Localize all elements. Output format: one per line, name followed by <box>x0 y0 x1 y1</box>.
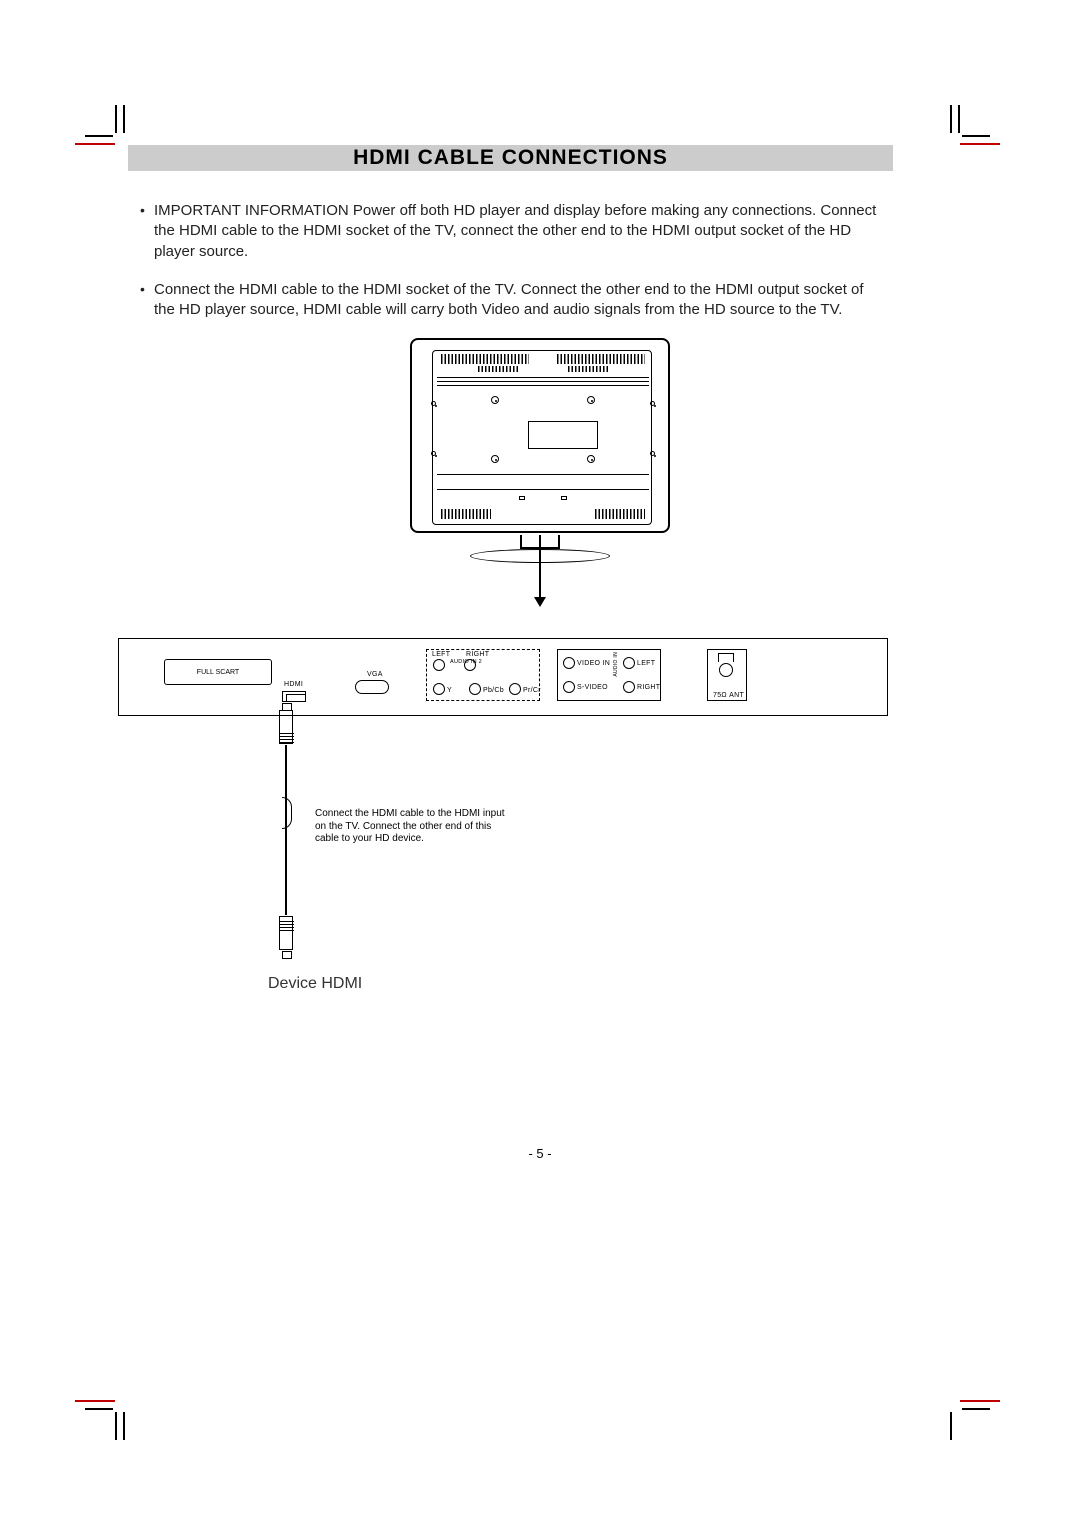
port-audioin-side-label: AUDIO IN <box>613 652 619 677</box>
bullet-1: IMPORTANT INFORMATION Power off both HD … <box>140 201 880 262</box>
section-title-bar: HDMI CABLE CONNECTIONS <box>128 145 893 171</box>
section-title: HDMI CABLE CONNECTIONS <box>353 146 668 170</box>
audio-right-label: RIGHT <box>466 651 489 658</box>
port-av-left-label: LEFT <box>637 660 655 667</box>
page-content: HDMI CABLE CONNECTIONS IMPORTANT INFORMA… <box>110 80 970 1161</box>
port-vga-label: VGA <box>367 671 383 678</box>
hdmi-plug-bottom <box>279 916 293 950</box>
tv-rear-diagram <box>400 338 680 618</box>
port-pb-label: Pb/Cb <box>483 687 504 694</box>
page-number: - 5 - <box>110 1146 970 1161</box>
crop-mark-bl <box>85 1395 130 1440</box>
port-group-av <box>557 649 661 701</box>
arrow-down-icon <box>539 535 541 597</box>
hdmi-plug-top <box>279 710 293 744</box>
audio-in2-label: AUDIO IN 2 <box>450 660 482 666</box>
port-av-right-label: RIGHT <box>637 684 660 691</box>
cable-instruction-note: Connect the HDMI cable to the HDMI input… <box>315 808 510 846</box>
port-vga <box>355 680 389 694</box>
cable-bend-icon <box>282 797 292 829</box>
device-hdmi-label: Device HDMI <box>268 975 362 993</box>
port-ant-label: 75Ω ANT <box>713 692 744 699</box>
port-y-label: Y <box>447 687 452 694</box>
crop-mark-br <box>950 1395 995 1440</box>
port-hdmi <box>282 691 306 702</box>
bullet-2: Connect the HDMI cable to the HDMI socke… <box>140 280 880 321</box>
port-scart: FULL SCART <box>164 659 272 685</box>
hdmi-cable <box>285 745 287 915</box>
ant-t-icon <box>718 653 734 661</box>
port-svideo-label: S-VIDEO <box>577 684 608 691</box>
instruction-list: IMPORTANT INFORMATION Power off both HD … <box>140 201 880 320</box>
port-video-label: VIDEO IN <box>577 660 610 667</box>
connector-panel-diagram: FULL SCART HDMI VGA LEFT RIGHT AUDIO IN … <box>118 638 888 716</box>
port-hdmi-label: HDMI <box>284 681 303 688</box>
audio-left-label: LEFT <box>432 651 450 658</box>
port-pr-label: Pr/Cr <box>523 687 541 694</box>
